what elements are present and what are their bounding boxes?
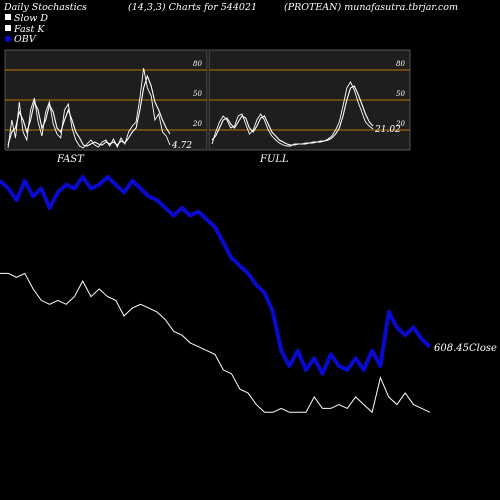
legend-label-slow-d: Slow D [14, 13, 48, 24]
panel-fast-ytick-80: 80 [193, 60, 202, 68]
panel-full-last-value: 21.02 [374, 125, 401, 135]
series-obv-line [0, 175, 432, 376]
header-middle: (14,3,3) Charts for 544021 [128, 2, 257, 13]
panel-fast-ytick-50: 50 [193, 90, 202, 98]
legend-label-obv: OBV [14, 34, 37, 45]
panel-fast-last-value: 4.72 [171, 141, 192, 151]
close-value-label: 608.45Close [434, 343, 497, 354]
legend-swatch-slow-d [5, 14, 11, 20]
close-value-suffix: Close [469, 343, 497, 354]
panel-title-fast: FAST [56, 154, 85, 165]
series-close-line [0, 272, 431, 414]
legend-swatch-fast-k [5, 25, 11, 31]
panel-fast-series-fast-k [7, 67, 171, 149]
close-value-number: 608.45 [434, 343, 469, 354]
panel-full-ytick-20: 20 [395, 120, 405, 128]
panel-full-ytick-80: 80 [396, 60, 405, 68]
panel-title-full: FULL [259, 154, 289, 165]
panel-full-series-fast-k [211, 81, 374, 147]
panel-full-ytick-50: 50 [396, 90, 405, 98]
header-left: Daily Stochastics [3, 2, 87, 13]
legend-swatch-obv [4, 35, 12, 43]
legend-label-fast-k: Fast K [13, 24, 45, 35]
panel-fast-ytick-20: 20 [192, 120, 202, 128]
header-right: (PROTEAN) munafasutra.tbrjar.com [284, 2, 458, 13]
